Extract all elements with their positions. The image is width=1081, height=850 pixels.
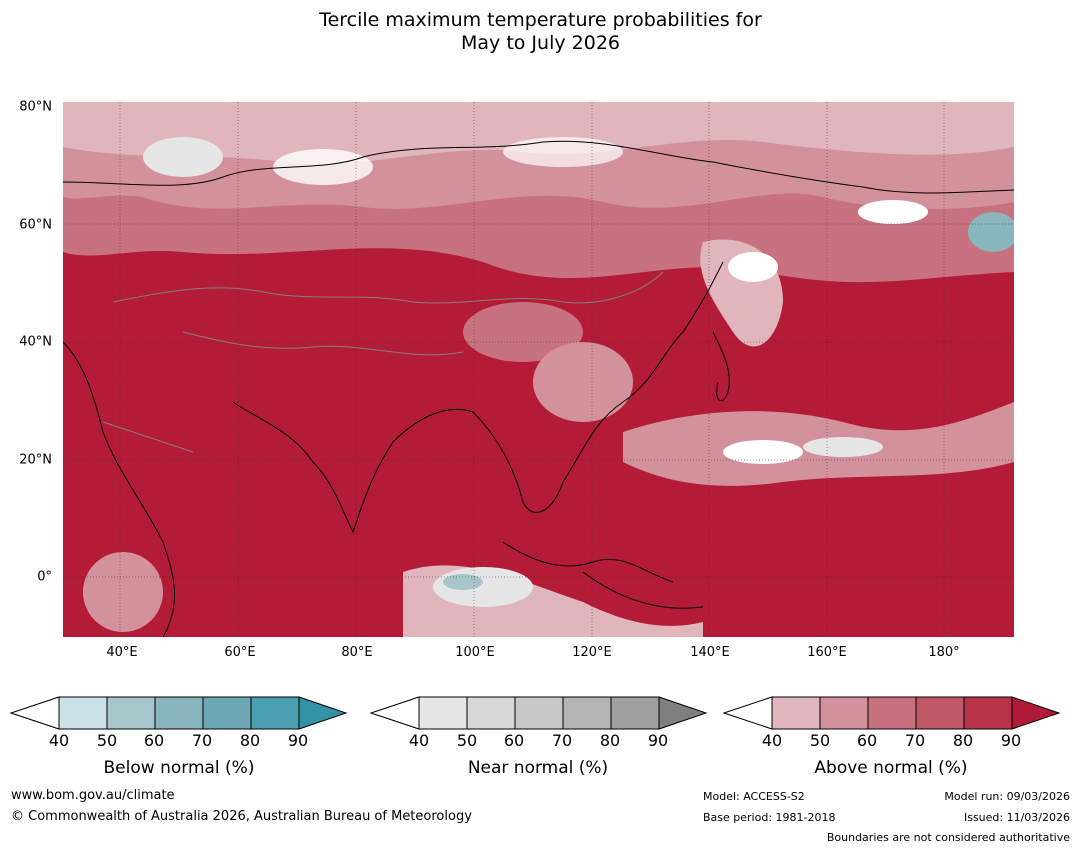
lon-label-60e: 60°E (224, 645, 256, 660)
probability-map (63, 102, 1014, 637)
colorbar-near-segment (466, 696, 516, 730)
country-borders (102, 271, 664, 453)
near-normal-patch (143, 137, 223, 177)
near-normal-patch (858, 200, 928, 224)
footer-website-link[interactable]: www.bom.gov.au/climate (11, 788, 175, 803)
colorbar-near-segment (418, 696, 468, 730)
tick: 40 (48, 731, 70, 750)
tick: 40 (408, 731, 430, 750)
colorbar-below-low-arrow (10, 696, 60, 730)
footer-copyright: © Commonwealth of Australia 2026, Austra… (11, 809, 472, 824)
tick: 90 (287, 731, 309, 750)
lon-label-180: 180° (928, 645, 960, 660)
tick: 90 (647, 731, 669, 750)
okhotsk-light (728, 252, 778, 282)
colorbar-above-segment (867, 696, 917, 730)
footer-base-period: Base period: 1981-2018 (703, 811, 836, 824)
china-patch (533, 342, 633, 422)
below-normal-patch (968, 212, 1014, 252)
colorbar-below-normal (10, 696, 348, 730)
tick: 60 (856, 731, 878, 750)
colorbar-near-normal (370, 696, 708, 730)
africa-patch (83, 552, 163, 632)
colorbar-above-segment (915, 696, 965, 730)
colorbar-below-segment (106, 696, 156, 730)
colorbar-below-segment (250, 696, 300, 730)
colorbar-near-label: Near normal (%) (467, 758, 609, 778)
footer-model-run: Model run: 09/03/2026 (944, 790, 1070, 803)
lat-label-40n: 40°N (19, 334, 52, 350)
map-title-line2: May to July 2026 (461, 32, 620, 54)
lat-label-80n: 80°N (19, 99, 52, 115)
colorbar-below-label: Below normal (%) (103, 758, 255, 778)
tick: 80 (599, 731, 621, 750)
colorbar-above-normal (723, 696, 1061, 730)
footer-disclaimer: Boundaries are not considered authoritat… (826, 831, 1070, 844)
tick: 80 (239, 731, 261, 750)
colorbar-near-segment (610, 696, 660, 730)
tick: 70 (551, 731, 573, 750)
colorbar-above-low-arrow (723, 696, 773, 730)
tick: 50 (96, 731, 118, 750)
coastlines (63, 140, 1014, 637)
map-title-line1: Tercile maximum temperature probabilitie… (319, 9, 762, 31)
lon-label-40e: 40°E (106, 645, 138, 660)
colorbar-above-label: Above normal (%) (814, 758, 968, 778)
tick: 90 (1000, 731, 1022, 750)
arctic-light-band (63, 102, 1014, 165)
colorbar-near-segment (562, 696, 612, 730)
tick: 50 (809, 731, 831, 750)
map-title: Tercile maximum temperature probabilitie… (0, 9, 1081, 55)
tick: 50 (456, 731, 478, 750)
lon-label-160e: 160°E (807, 645, 847, 660)
lon-label-80e: 80°E (341, 645, 373, 660)
pacific-light-patch (803, 437, 883, 457)
footer-issued: Issued: 11/03/2026 (963, 811, 1070, 824)
lat-label-0: 0° (37, 569, 52, 585)
tick: 60 (143, 731, 165, 750)
tick: 70 (904, 731, 926, 750)
colorbar-above-segment (771, 696, 821, 730)
colorbar-below-segment (202, 696, 252, 730)
below-normal-patch (443, 574, 483, 590)
graticule (63, 102, 1014, 637)
central-asia-patch (463, 302, 583, 362)
lon-label-120e: 120°E (572, 645, 612, 660)
pacific-light-patch (723, 440, 803, 464)
tick: 80 (952, 731, 974, 750)
colorbar-below-segment (58, 696, 108, 730)
colorbar-above-high-arrow (1011, 696, 1061, 730)
colorbar-near-segment (514, 696, 564, 730)
near-normal-patch (503, 137, 623, 167)
footer-model: Model: ACCESS-S2 (703, 790, 805, 803)
lat-label-60n: 60°N (19, 217, 52, 233)
tick: 70 (191, 731, 213, 750)
lon-label-100e: 100°E (455, 645, 495, 660)
tick: 40 (761, 731, 783, 750)
near-normal-patch (273, 149, 373, 185)
colorbar-near-low-arrow (370, 696, 420, 730)
colorbar-above-segment (819, 696, 869, 730)
tick: 60 (503, 731, 525, 750)
lat-label-20n: 20°N (19, 452, 52, 468)
colorbar-near-high-arrow (658, 696, 708, 730)
colorbar-below-high-arrow (298, 696, 348, 730)
colorbar-above-segment (963, 696, 1013, 730)
colorbar-below-segment (154, 696, 204, 730)
lon-label-140e: 140°E (690, 645, 730, 660)
